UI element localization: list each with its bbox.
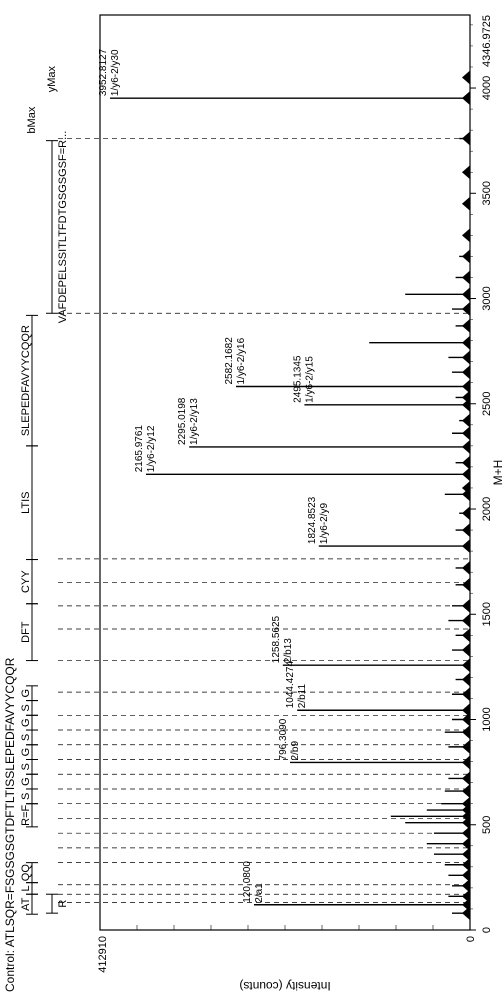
fragment-b-label: S [20,734,32,741]
peak-mz-label: 2495.1345 [292,355,303,403]
fragment-b-label: QQ [20,864,32,882]
peak-ion-label: 1/y6-2/y30 [110,49,121,96]
fragment-b-label: R=F [20,804,32,825]
peak-triangle-icon [462,725,470,739]
peak-mz-label: 120.0800 [242,861,253,903]
peak-mz-label: 2295.0198 [177,397,188,445]
peak-mz-label: 796.3090 [278,718,289,760]
peak-triangle-icon [462,197,470,211]
peak-triangle-icon [462,628,470,642]
peak-triangle-icon [462,336,470,350]
fragment-b-label: S [20,763,32,770]
peak-triangle-icon [462,287,470,301]
fragment-b-label: S [20,793,32,800]
fragment-y-label: R [57,900,69,908]
x-axis-title: M+H [491,460,504,486]
peak-triangle-icon [462,771,470,785]
peak-triangle-icon [462,539,470,553]
peak-triangle-icon [462,578,470,592]
x-tick-label: 1500 [481,602,493,626]
fragment-b-label: AT [20,897,32,911]
x-tick-label: 2500 [481,392,493,416]
peak-triangle-icon [462,523,470,537]
peak-triangle-icon [462,319,470,333]
peak-ion-label: 2/b13 [283,638,294,663]
peak-triangle-icon [462,365,470,379]
x-tick-label: 3000 [481,286,493,310]
x-tick-label: 3500 [481,181,493,205]
peak-triangle-icon [462,302,470,316]
fragment-b-label: SLEPEDFAVYYCQQR [20,325,32,436]
peak-triangle-icon [462,165,470,179]
peak-triangle-icon [462,467,470,481]
bmax-label: bMax [26,106,38,133]
peak-triangle-icon [462,228,470,242]
peak-mz-label: 2582.1682 [224,337,235,385]
peak-ion-label: 2/b9 [290,741,301,761]
peak-ion-label: 1/y6-2/y9 [319,502,330,544]
mass-spectrum-chart: Control: ATLSQR=FSGSGSGTDFTLTISSLEPEDFAV… [0,0,504,1000]
peak-triangle-icon [462,687,470,701]
fragment-b-label: CYY [20,570,32,593]
fragment-b-label: LTIS [20,491,32,513]
peak-triangle-icon [462,91,470,105]
peak-triangle-icon [462,71,470,85]
y-zero: 0 [465,936,477,942]
x-tick-label: 500 [481,816,493,834]
y-axis-title: Intensity (counts) [239,979,330,993]
fragment-b-label: S [20,704,32,711]
peak-mz-label: 1824.8523 [307,496,318,544]
peak-triangle-icon [462,350,470,364]
plot-frame [100,15,470,930]
fragment-b-label: G [20,718,32,727]
peak-triangle-icon [462,249,470,263]
peak-triangle-icon [462,561,470,575]
fragment-b-label: G [20,689,32,698]
peak-triangle-icon [462,426,470,440]
x-tick-label: 4000 [481,76,493,100]
fragment-b-label: G [20,748,32,757]
peak-triangle-icon [462,506,470,520]
peak-triangle-icon [462,132,470,146]
peak-ion-label: 2/b11 [297,684,308,709]
x-tick-label: 1000 [481,707,493,731]
peak-ion-label: 1/y6-2/y16 [236,337,247,384]
peak-mz-label: 3952.8127 [98,48,109,96]
peak-ion-label: 1/y6-2/y13 [189,398,200,445]
peak-ion-label: 2/a1 [254,883,265,903]
peak-mz-label: 1044.4274 [285,661,296,709]
peak-triangle-icon [462,673,470,687]
peak-mz-label: 1258.5625 [271,615,282,663]
fragment-b-label: G [20,777,32,786]
peak-triangle-icon [462,414,470,428]
peak-triangle-icon [462,440,470,454]
peak-triangle-icon [462,614,470,628]
peak-mz-label: 2165.9761 [134,425,145,473]
ymax-label: yMax [46,65,58,92]
peak-triangle-icon [462,643,470,657]
y-max-value: 412910 [97,936,109,973]
fragment-b-label: DFT [20,621,32,643]
fragment-y-label: VAFDEPELSSITLTFDTGSGSGSF=R... [57,131,69,323]
x-tick-label: 2000 [481,497,493,521]
x-tick-label: 0 [481,927,493,933]
peak-ion-label: 1/y6-2/y12 [146,425,157,472]
peak-triangle-icon [462,784,470,798]
peak-triangle-icon [462,740,470,754]
peak-triangle-icon [462,456,470,470]
control-title: Control: ATLSQR=FSGSGSGTDFTLTISSLEPEDFAV… [3,657,17,992]
peak-ion-label: 1/y6-2/y15 [304,356,315,403]
peak-triangle-icon [462,380,470,394]
fragment-b-label: L [20,885,32,891]
peak-triangle-icon [462,755,470,769]
peak-triangle-icon [462,599,470,613]
x-end-label: 4346.9725 [481,15,493,67]
peak-triangle-icon [462,270,470,284]
